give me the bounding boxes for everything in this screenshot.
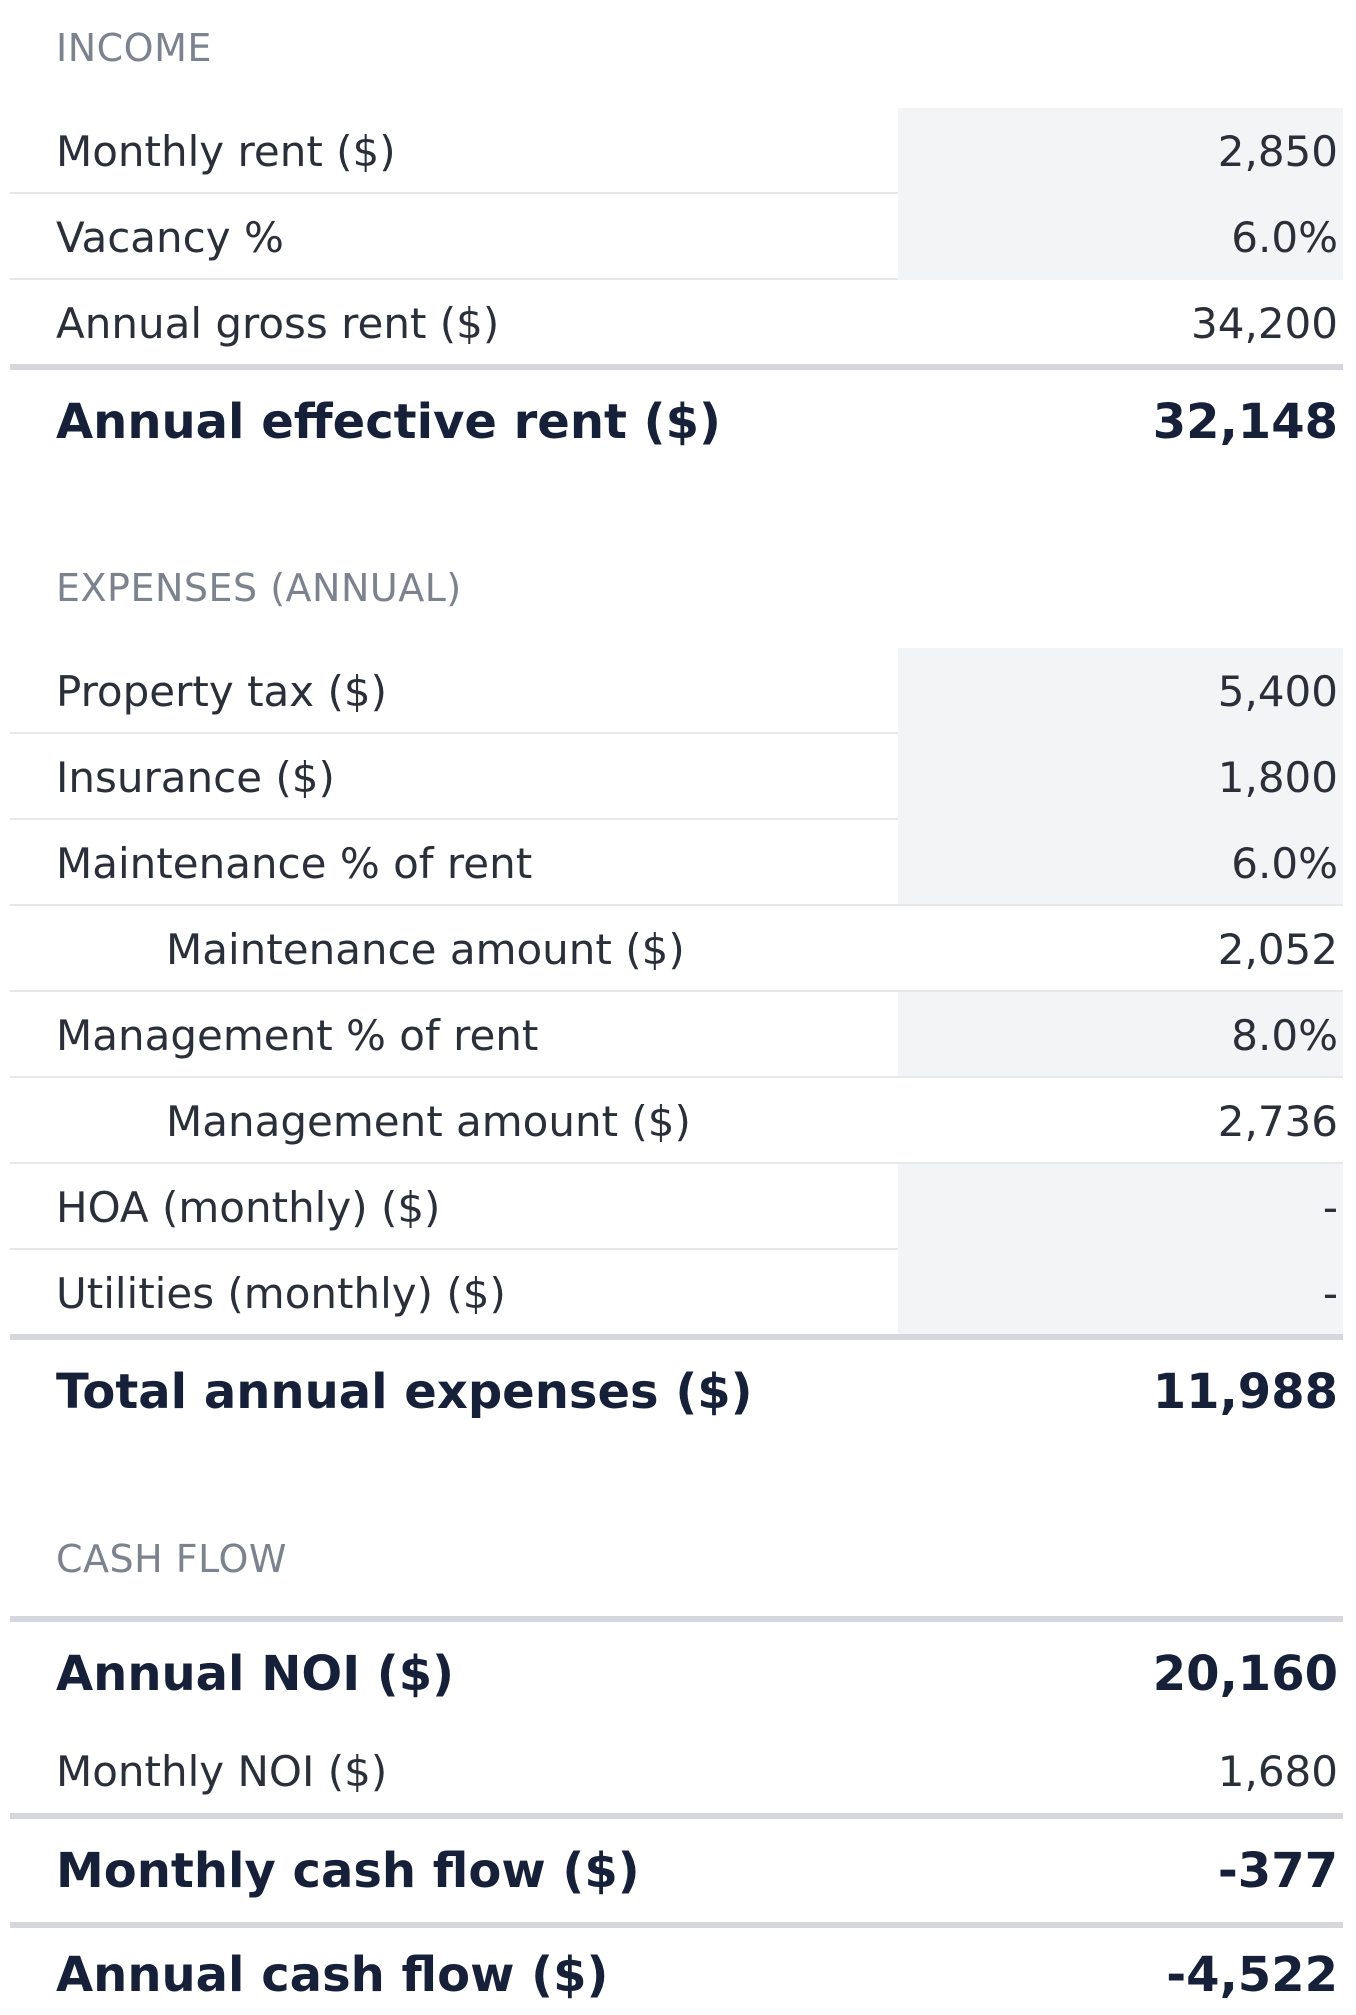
row-annual-gross-rent: Annual gross rent ($) 34,200	[10, 280, 1343, 366]
monthly-cash-flow-label: Monthly cash flow ($)	[10, 1843, 898, 1899]
row-monthly-noi: Monthly NOI ($) 1,680	[10, 1728, 1343, 1814]
annual-noi-label: Annual NOI ($)	[10, 1646, 898, 1702]
property-tax-input[interactable]: 5,400	[898, 648, 1343, 734]
row-management-pct: Management % of rent 8.0%	[10, 992, 1343, 1078]
hoa-monthly-input[interactable]: -	[898, 1164, 1343, 1250]
monthly-cash-flow-rule	[10, 1813, 1343, 1819]
vacancy-label: Vacancy %	[10, 213, 898, 262]
vacancy-input[interactable]: 6.0%	[898, 194, 1343, 280]
annual-effective-rent-label: Annual effective rent ($)	[10, 394, 898, 450]
management-amount-label: Management amount ($)	[10, 1097, 898, 1146]
annual-gross-rent-label: Annual gross rent ($)	[10, 299, 898, 348]
monthly-noi-value: 1,680	[898, 1728, 1343, 1814]
annual-noi-value: 20,160	[898, 1630, 1343, 1718]
annual-cash-flow-value: -4,522	[898, 1936, 1343, 2014]
row-insurance: Insurance ($) 1,800	[10, 734, 1343, 820]
row-annual-cash-flow: Annual cash flow ($) -4,522	[10, 1936, 1343, 2014]
expenses-section-header: EXPENSES (ANNUAL)	[56, 566, 462, 610]
hoa-monthly-label: HOA (monthly) ($)	[10, 1183, 898, 1232]
maintenance-amount-value: 2,052	[898, 906, 1343, 992]
row-utilities-monthly: Utilities (monthly) ($) -	[10, 1250, 1343, 1336]
annual-cash-flow-rule	[10, 1922, 1343, 1928]
monthly-noi-label: Monthly NOI ($)	[10, 1747, 898, 1796]
monthly-rent-label: Monthly rent ($)	[10, 127, 898, 176]
monthly-cash-flow-value: -377	[898, 1827, 1343, 1915]
cash-flow-section-header: CASH FLOW	[56, 1537, 287, 1581]
monthly-rent-input[interactable]: 2,850	[898, 108, 1343, 194]
insurance-label: Insurance ($)	[10, 753, 898, 802]
row-property-tax: Property tax ($) 5,400	[10, 648, 1343, 734]
row-maintenance-pct: Maintenance % of rent 6.0%	[10, 820, 1343, 906]
row-management-amount: Management amount ($) 2,736	[10, 1078, 1343, 1164]
row-maintenance-amount: Maintenance amount ($) 2,052	[10, 906, 1343, 992]
row-hoa-monthly: HOA (monthly) ($) -	[10, 1164, 1343, 1250]
income-total-rule	[10, 364, 1343, 370]
insurance-input[interactable]: 1,800	[898, 734, 1343, 820]
maintenance-amount-label: Maintenance amount ($)	[10, 925, 898, 974]
row-annual-effective-rent: Annual effective rent ($) 32,148	[10, 378, 1343, 466]
maintenance-pct-input[interactable]: 6.0%	[898, 820, 1343, 906]
expenses-total-rule	[10, 1334, 1343, 1340]
row-monthly-rent: Monthly rent ($) 2,850	[10, 108, 1343, 194]
maintenance-pct-label: Maintenance % of rent	[10, 839, 898, 888]
total-annual-expenses-value: 11,988	[898, 1348, 1343, 1436]
annual-cash-flow-label: Annual cash flow ($)	[10, 1947, 898, 2003]
annual-gross-rent-value: 34,200	[898, 280, 1343, 366]
management-pct-input[interactable]: 8.0%	[898, 992, 1343, 1078]
row-total-annual-expenses: Total annual expenses ($) 11,988	[10, 1348, 1343, 1436]
annual-effective-rent-value: 32,148	[898, 378, 1343, 466]
property-tax-label: Property tax ($)	[10, 667, 898, 716]
row-annual-noi: Annual NOI ($) 20,160	[10, 1630, 1343, 1718]
row-vacancy: Vacancy % 6.0%	[10, 194, 1343, 280]
utilities-monthly-label: Utilities (monthly) ($)	[10, 1269, 898, 1318]
row-monthly-cash-flow: Monthly cash flow ($) -377	[10, 1827, 1343, 1915]
management-amount-value: 2,736	[898, 1078, 1343, 1164]
income-section-header: INCOME	[56, 26, 212, 70]
utilities-monthly-input[interactable]: -	[898, 1250, 1343, 1336]
cash-flow-top-rule	[10, 1616, 1343, 1622]
total-annual-expenses-label: Total annual expenses ($)	[10, 1364, 898, 1420]
management-pct-label: Management % of rent	[10, 1011, 898, 1060]
